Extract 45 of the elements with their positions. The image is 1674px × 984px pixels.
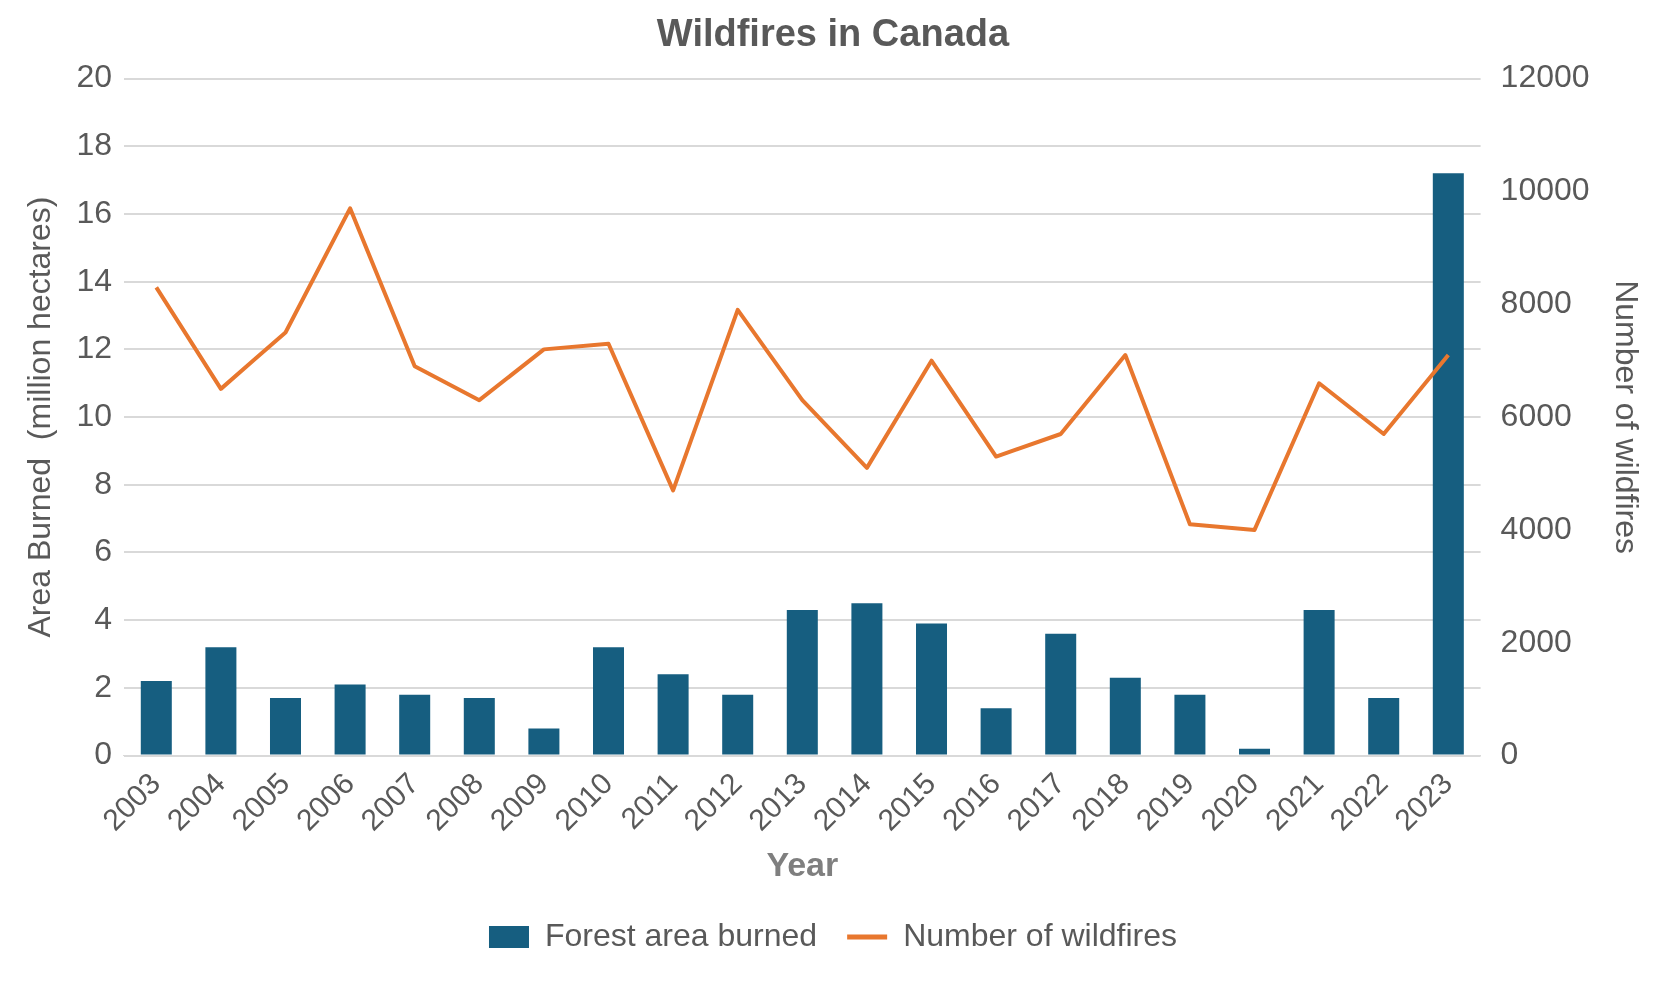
bar — [851, 603, 883, 755]
bar — [657, 674, 689, 755]
legend-label: Forest area burned — [544, 916, 818, 953]
y-tick-label: 12 — [76, 329, 112, 366]
legend-label: Number of wildfires — [903, 916, 1178, 953]
y2-axis-title: Number of wildfires — [1608, 280, 1645, 555]
y2-tick-label: 2000 — [1500, 622, 1572, 659]
y-tick-label: 8 — [94, 464, 112, 501]
y2-tick-label: 10000 — [1500, 171, 1590, 208]
y-tick-label: 18 — [76, 126, 112, 163]
bar — [980, 708, 1012, 755]
bar — [1303, 610, 1335, 755]
y-tick-label: 16 — [76, 193, 112, 230]
y2-tick-label: 6000 — [1500, 396, 1572, 433]
y-axis-title: Area Burned (million hectares) — [21, 196, 58, 638]
bar — [722, 694, 754, 755]
bar — [786, 610, 818, 755]
bar — [463, 698, 495, 755]
y2-tick-label: 0 — [1500, 735, 1519, 772]
x-axis-title: Year — [766, 844, 839, 883]
bar — [593, 647, 625, 755]
bar — [528, 728, 560, 755]
y-tick-label: 14 — [76, 261, 112, 298]
bar — [1109, 677, 1141, 755]
bar — [1432, 173, 1464, 755]
y2-tick-label: 12000 — [1500, 58, 1590, 95]
y-tick-label: 2 — [94, 667, 112, 704]
y2-tick-label: 8000 — [1500, 284, 1572, 321]
bar — [1045, 633, 1077, 755]
y-tick-label: 0 — [94, 735, 112, 772]
y-tick-label: 20 — [76, 58, 112, 95]
bar — [140, 681, 172, 755]
y2-tick-label: 4000 — [1500, 509, 1572, 546]
bar — [399, 694, 431, 755]
y-tick-label: 10 — [76, 396, 112, 433]
bar — [205, 647, 237, 755]
bar — [334, 684, 366, 755]
bar — [1239, 748, 1271, 755]
bar — [1174, 694, 1206, 755]
y-tick-label: 4 — [94, 599, 112, 636]
bar — [916, 623, 948, 755]
bar — [1368, 698, 1400, 755]
chart-title: Wildfires in Canada — [656, 12, 1010, 55]
y-tick-label: 6 — [94, 532, 112, 569]
bar — [269, 698, 301, 755]
